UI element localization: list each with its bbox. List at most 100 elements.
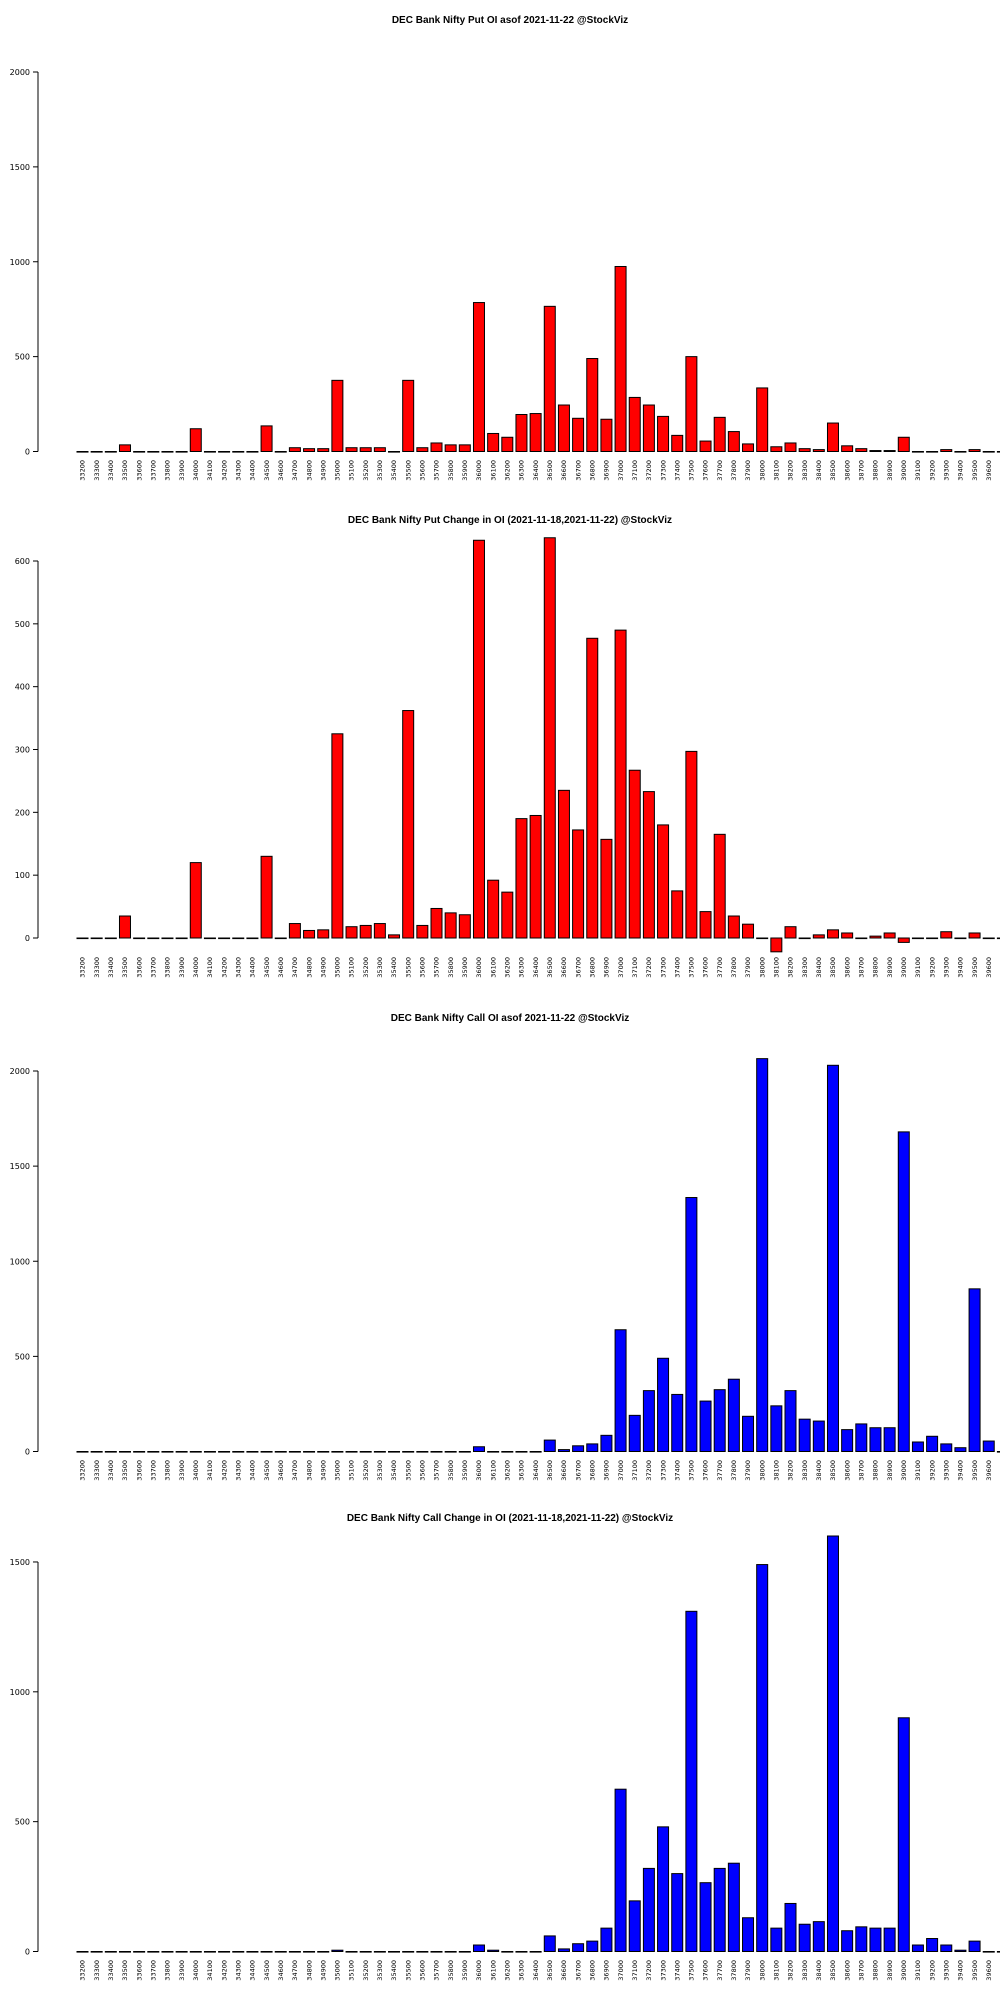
x-tick-label: 34700 — [291, 957, 299, 978]
bar — [359, 1951, 372, 1953]
x-tick-label: 38900 — [886, 957, 894, 978]
bar — [628, 396, 641, 453]
x-tick-label: 37600 — [702, 460, 710, 481]
x-tick-label: 35000 — [334, 1960, 342, 1981]
bar — [982, 1440, 995, 1453]
x-tick-label: 38500 — [829, 1960, 837, 1981]
bar — [90, 1951, 103, 1953]
x-tick-label: 34700 — [291, 460, 299, 481]
x-tick-label: 33300 — [93, 957, 101, 978]
x-tick-label: 37500 — [688, 460, 696, 481]
x-tick-label: 35500 — [404, 1460, 412, 1481]
x-tick-label: 37900 — [744, 1960, 752, 1981]
bar — [940, 1443, 953, 1453]
x-tick-label: 36400 — [532, 460, 540, 481]
bar — [586, 1940, 599, 1953]
x-tick-label: 39300 — [942, 957, 950, 978]
x-tick-label: 37600 — [702, 1460, 710, 1481]
bar — [359, 924, 372, 939]
x-tick-label: 38400 — [815, 1460, 823, 1481]
bar — [897, 1131, 910, 1452]
bar — [345, 926, 358, 939]
bar — [628, 769, 641, 939]
chart-3: DEC Bank Nifty Call OI asof 2021-11-22 @… — [10, 1013, 1000, 1481]
bar — [90, 937, 103, 940]
y-tick-label: 300 — [15, 746, 30, 755]
x-tick-label: 37100 — [631, 1460, 639, 1481]
bar — [359, 447, 372, 452]
bar — [869, 1427, 882, 1452]
bar — [161, 1451, 174, 1453]
bar — [628, 1414, 641, 1453]
x-tick-label: 37300 — [659, 957, 667, 978]
bar — [203, 451, 216, 453]
x-tick-label: 39400 — [957, 1960, 965, 1981]
y-tick-label: 400 — [15, 683, 30, 692]
x-tick-label: 38700 — [858, 957, 866, 978]
bar — [331, 733, 344, 939]
x-tick-label: 34600 — [277, 460, 285, 481]
x-tick-label: 35800 — [447, 1460, 455, 1481]
x-tick-label: 38100 — [773, 1460, 781, 1481]
x-tick-label: 34700 — [291, 1960, 299, 1981]
bar — [826, 1064, 839, 1452]
bar — [869, 935, 882, 939]
x-tick-label: 33800 — [164, 957, 172, 978]
bar — [968, 449, 981, 453]
bar — [671, 890, 684, 939]
x-tick-label: 34100 — [206, 957, 214, 978]
bar — [798, 1418, 811, 1452]
x-tick-label: 35800 — [447, 957, 455, 978]
x-tick-label: 34400 — [249, 957, 257, 978]
x-tick-label: 33900 — [178, 1460, 186, 1481]
x-tick-label: 39100 — [914, 460, 922, 481]
bar — [133, 1451, 146, 1453]
bar — [742, 443, 755, 453]
bar — [133, 1951, 146, 1953]
x-tick-label: 35900 — [461, 1460, 469, 1481]
x-tick-label: 33400 — [107, 1960, 115, 1981]
bar — [586, 637, 599, 939]
bar — [572, 417, 585, 453]
x-tick-label: 36300 — [518, 1960, 526, 1981]
x-tick-label: 38900 — [886, 460, 894, 481]
bar — [232, 451, 245, 453]
chart-1: DEC Bank Nifty Put OI asof 2021-11-22 @S… — [10, 15, 1000, 481]
bar — [133, 451, 146, 453]
bar — [416, 1951, 429, 1953]
x-tick-label: 37800 — [730, 957, 738, 978]
x-tick-label: 34800 — [305, 1960, 313, 1981]
bar — [388, 1951, 401, 1953]
x-tick-label: 37000 — [617, 1960, 625, 1981]
bar — [572, 1943, 585, 1952]
bar — [742, 1917, 755, 1952]
bar — [274, 937, 287, 940]
x-tick-label: 36900 — [603, 957, 611, 978]
bar — [586, 358, 599, 452]
bar — [274, 1451, 287, 1453]
bar — [826, 1535, 839, 1952]
bar — [756, 1058, 769, 1453]
x-tick-label: 37600 — [702, 957, 710, 978]
bar — [430, 442, 443, 452]
bar — [402, 1951, 415, 1953]
bar — [812, 449, 825, 453]
bar — [260, 855, 273, 939]
x-tick-label: 37100 — [631, 957, 639, 978]
x-tick-label: 36500 — [546, 957, 554, 978]
bar — [331, 379, 344, 452]
x-tick-label: 33400 — [107, 957, 115, 978]
bar — [501, 436, 514, 452]
bar — [586, 1443, 599, 1453]
y-tick-label: 500 — [15, 620, 30, 629]
x-tick-label: 37600 — [702, 1960, 710, 1981]
bar — [218, 937, 231, 940]
x-tick-label: 35400 — [390, 1460, 398, 1481]
x-tick-label: 36000 — [475, 957, 483, 978]
bar — [104, 1451, 117, 1453]
bar — [855, 448, 868, 452]
y-tick-label: 1500 — [10, 1558, 30, 1567]
bar — [104, 451, 117, 453]
bar — [388, 1451, 401, 1453]
bar — [657, 415, 670, 452]
